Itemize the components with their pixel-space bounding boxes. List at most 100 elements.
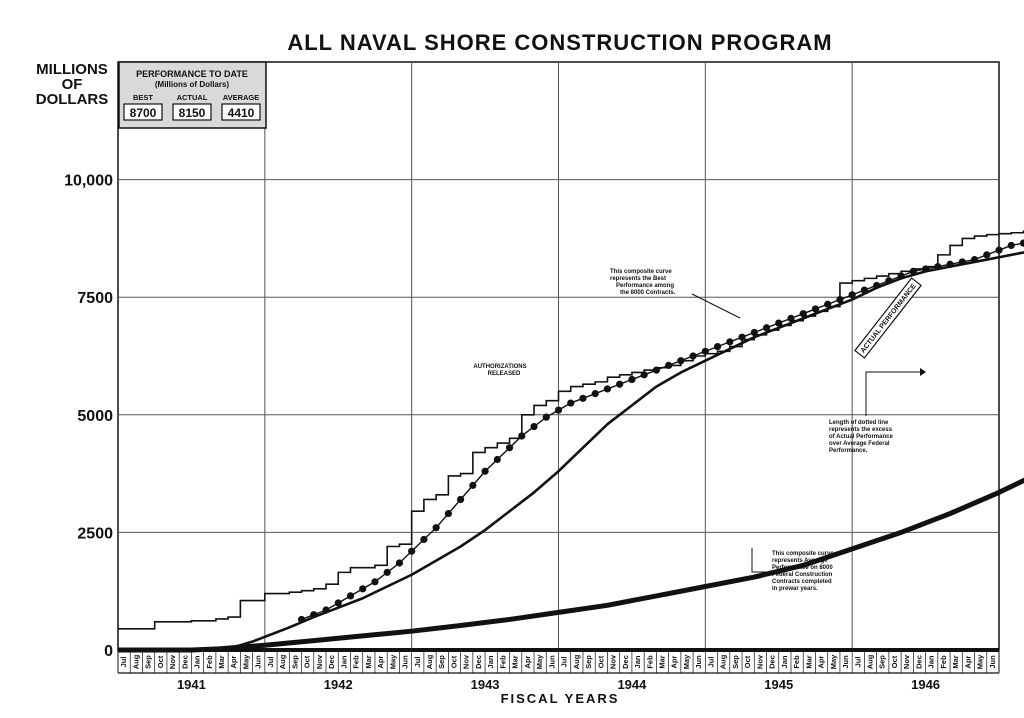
actual-performance-point-33 <box>701 347 709 355</box>
month-label-28: Nov <box>462 654 471 669</box>
actual-performance-point-40 <box>787 314 795 322</box>
actual-performance-point-44 <box>836 295 844 304</box>
month-label-20: Mar <box>364 655 373 668</box>
month-label-52: Nov <box>755 654 764 669</box>
authorizations-annotation-line-2: RELEASED <box>488 371 521 377</box>
actual-performance-point-43 <box>824 300 832 308</box>
month-label-40: Nov <box>609 654 618 669</box>
month-label-41: Dec <box>621 655 630 669</box>
best-value-box <box>123 103 163 121</box>
month-label-63: Oct <box>890 655 899 668</box>
performance-box-title: PERFORMANCE TO DATE <box>136 69 248 79</box>
month-label-57: Apr <box>817 655 826 668</box>
series-average-performance <box>118 477 1024 653</box>
actual-performance-point-41 <box>799 310 807 318</box>
month-label-71: Jun <box>988 655 997 669</box>
actual-performance-point-18 <box>518 432 526 440</box>
month-label-55: Feb <box>792 655 801 669</box>
month-label-9: Apr <box>229 655 238 668</box>
actual-performance-point-9 <box>408 547 416 555</box>
month-label-23: Jun <box>401 655 410 669</box>
actual-performance-point-29 <box>652 366 660 374</box>
y-axis-title-line-3: DOLLARS <box>36 91 109 108</box>
month-label-19: Feb <box>352 655 361 669</box>
month-label-14: Sep <box>290 655 299 669</box>
dotted-annotation-line-5: Performance. <box>829 448 868 454</box>
month-label-26: Sep <box>437 655 446 669</box>
average-value-box <box>221 103 261 121</box>
actual-performance-point-25 <box>603 385 612 393</box>
month-label-44: Mar <box>657 655 666 668</box>
month-label-39: Oct <box>596 655 605 668</box>
y-tick-label-4: 10,000 <box>64 173 113 190</box>
month-label-53: Dec <box>768 655 777 669</box>
y-axis-title-line-2: OF <box>62 76 83 93</box>
best-annotation-leader <box>691 293 741 319</box>
performance-box-subtitle: (Millions of Dollars) <box>155 80 230 89</box>
average-annotation-line-4: Federal Construction <box>772 572 833 578</box>
month-label-46: May <box>682 654 691 669</box>
actual-performance-point-23 <box>579 394 587 402</box>
actual-performance-point-26 <box>616 380 624 388</box>
actual-performance-point-49 <box>897 272 905 280</box>
month-label-34: May <box>535 654 544 669</box>
dotted-annotation-line-2: represents the excess <box>829 427 893 433</box>
actual-performance-point-50 <box>909 267 917 275</box>
dotted-annotation-arrow <box>920 368 926 376</box>
month-label-18: Jan <box>339 655 348 668</box>
month-label-64: Nov <box>902 654 911 669</box>
y-axis-title: MILLIONS OF DOLLARS <box>36 61 109 108</box>
y-tick-label-0: 0 <box>104 643 113 660</box>
actual-performance-point-58 <box>1007 241 1015 250</box>
actual-performance-point-42 <box>811 305 820 313</box>
fiscal-year-labels: 1941 1942 1943 1944 1945 1946 <box>177 677 940 692</box>
actual-performance-point-19 <box>530 422 538 431</box>
month-label-38: Sep <box>584 655 593 669</box>
actual-value: 8150 <box>179 106 206 120</box>
month-label-22: May <box>388 654 397 669</box>
month-label-54: Jan <box>780 655 789 668</box>
authorizations-annotation-line-1: AUTHORIZATIONS <box>473 364 526 370</box>
actual-performance-point-34 <box>713 342 722 351</box>
average-annotation-line-5: Contracts completed <box>772 579 832 585</box>
month-label-3: Oct <box>156 655 165 668</box>
y-axis-title-line-1: MILLIONS <box>36 61 108 78</box>
month-label-60: Jul <box>853 657 862 668</box>
dotted-annotation-line-3: of Actual Performance <box>829 434 893 440</box>
actual-performance-point-39 <box>775 319 783 327</box>
month-label-7: Feb <box>205 655 214 669</box>
actual-performance-point-37 <box>750 328 758 337</box>
month-label-31: Feb <box>498 655 507 669</box>
actual-performance-point-53 <box>946 260 954 268</box>
actual-performance-point-55 <box>970 255 979 264</box>
month-label-58: May <box>829 654 838 669</box>
actual-performance-point-57 <box>995 246 1003 254</box>
month-label-66: Jan <box>927 655 936 668</box>
actual-performance-point-3 <box>334 599 342 607</box>
month-label-6: Jan <box>193 655 202 668</box>
actual-performance-point-5 <box>359 585 367 593</box>
actual-performance-point-36 <box>738 333 746 341</box>
month-label-21: Apr <box>376 655 385 668</box>
average-annotation-line-2: represents Average <box>772 558 828 564</box>
actual-performance-point-48 <box>885 277 893 285</box>
fiscal-year-label-1941: 1941 <box>177 677 206 692</box>
x-axis-baseline <box>118 648 999 652</box>
month-label-56: Mar <box>804 655 813 668</box>
month-label-51: Oct <box>743 655 752 668</box>
month-label-43: Feb <box>645 655 654 669</box>
month-tick-labels: Jul Aug Sep Oct Nov Dec Jan Feb Mar Apr May Jun Jul A… <box>119 652 997 673</box>
average-annotation-line-3: Performance on 8000 <box>772 565 833 571</box>
actual-performance-point-16 <box>493 455 501 464</box>
month-label-0: Jul <box>119 657 128 668</box>
actual-performance-point-46 <box>860 286 869 294</box>
month-label-13: Aug <box>278 654 287 669</box>
month-label-35: Jun <box>547 655 556 669</box>
actual-performance-point-47 <box>873 281 881 290</box>
actual-performance-banner-label: ACTUAL PERFORMANCE <box>860 283 918 355</box>
month-label-69: Apr <box>963 655 972 668</box>
month-label-16: Nov <box>315 654 324 669</box>
actual-performance-point-2 <box>322 606 330 614</box>
x-axis-title: FISCAL YEARS <box>501 691 620 706</box>
average-annotation: This composite curve represents Average … <box>751 548 834 592</box>
